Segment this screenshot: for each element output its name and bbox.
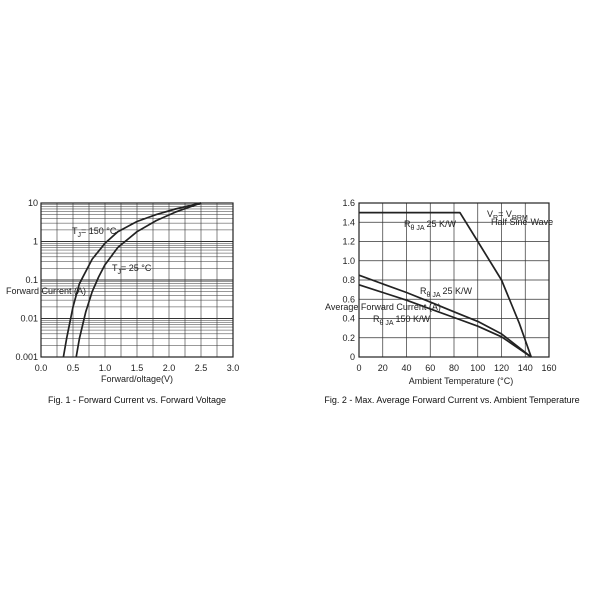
fig1-series-tj25-line [75,202,202,358]
fig1-series-tj150-line [62,202,202,358]
fig2-x-tick-label: 80 [449,363,459,373]
fig2-annotation-vr: VR= VRRM [487,209,528,222]
fig1-annotation-tj25: TJ= 25 °C [112,263,152,276]
fig1-y-tick-label: 0.001 [15,352,38,362]
fig1-y-tick-label: 0.01 [20,314,38,324]
fig2-y-tick-label: 1.2 [342,237,355,247]
fig2-y-tick-label: 1.6 [342,198,355,208]
fig1-series-group [62,202,202,358]
fig2-annotation-halfsine: Half Sine-Wave [491,217,553,227]
fig1-grid [41,203,233,357]
fig2-x-tick-label: 40 [401,363,411,373]
fig2-y-tick-label: 0.6 [342,294,355,304]
fig2-annotation-r25-lower: Rθ JA 25 K/W [420,286,473,299]
fig2-x-tick-label: 0 [356,363,361,373]
fig1-x-tick-label: 1.5 [131,363,144,373]
fig2-x-tick-label: 20 [378,363,388,373]
fig2-x-tick-label: 60 [425,363,435,373]
fig2-y-ticks: 0 0.2 0.4 0.6 0.8 1.0 1.2 1.4 1.6 [342,198,355,362]
fig1-y-tick-label: 1 [33,237,38,247]
fig1-x-tick-label: 2.0 [163,363,176,373]
fig1-y-tick-label: 0.1 [25,275,38,285]
fig2-x-tick-label: 160 [541,363,556,373]
fig2-y-tick-label: 0 [350,352,355,362]
fig1-chart: 0.0 0.5 1.0 1.5 2.0 2.5 3.0 0.001 0.01 0.1 1 10 Fo… [6,198,239,405]
fig2-x-tick-label: 120 [494,363,509,373]
fig2-series-r25-upper-line [359,211,533,358]
fig1-annotation-tj150: TJ= 150 °C [72,226,117,239]
fig1-x-ticks: 0.0 0.5 1.0 1.5 2.0 2.5 3.0 [35,363,240,373]
fig2-x-tick-label: 140 [518,363,533,373]
fig2-plot-frame [358,202,550,358]
fig2-y-tick-label: 1.0 [342,256,355,266]
fig2-series-r25-line [358,274,532,358]
fig2-ylabel: Average Forward Current (A) [325,302,441,312]
fig2-y-tick-label: 0.4 [342,314,355,324]
fig2-series-group [358,211,533,358]
fig2-chart: 0 20 40 60 80 100 120 140 160 0 0.2 0.4 0.6 0.8 1.0 1.… [324,198,579,405]
fig2-x-ticks: 0 20 40 60 80 100 120 140 160 [356,363,556,373]
fig1-plot-frame [40,202,234,358]
fig2-caption: Fig. 2 - Max. Average Forward Current vs… [324,395,579,405]
fig2-x-tick-label: 100 [470,363,485,373]
fig1-x-tick-label: 0.0 [35,363,48,373]
fig2-xlabel: Ambient Temperature (°C) [409,376,513,386]
fig2-series-r150-line [358,283,532,358]
fig1-xlabel: Forward/oltage(V) [101,374,173,384]
fig1-x-tick-label: 3.0 [227,363,240,373]
fig1-x-tick-label: 1.0 [99,363,112,373]
fig2-annotation-r150: Rθ JA 150 K/W [373,314,431,327]
fig2-y-tick-label: 0.2 [342,333,355,343]
fig2-y-tick-label: 1.4 [342,217,355,227]
fig1-x-tick-label: 2.5 [195,363,208,373]
fig1-ylabel: Forward Current (A) [6,286,86,296]
fig1-y-tick-label: 10 [28,198,38,208]
fig1-caption: Fig. 1 - Forward Current vs. Forward Vol… [48,395,226,405]
fig1-y-ticks: 0.001 0.01 0.1 1 10 [15,198,38,362]
fig2-annotation-r25-upper: Rθ JA 25 K/W [404,219,457,232]
fig1-x-tick-label: 0.5 [67,363,80,373]
fig2-y-tick-label: 0.8 [342,275,355,285]
